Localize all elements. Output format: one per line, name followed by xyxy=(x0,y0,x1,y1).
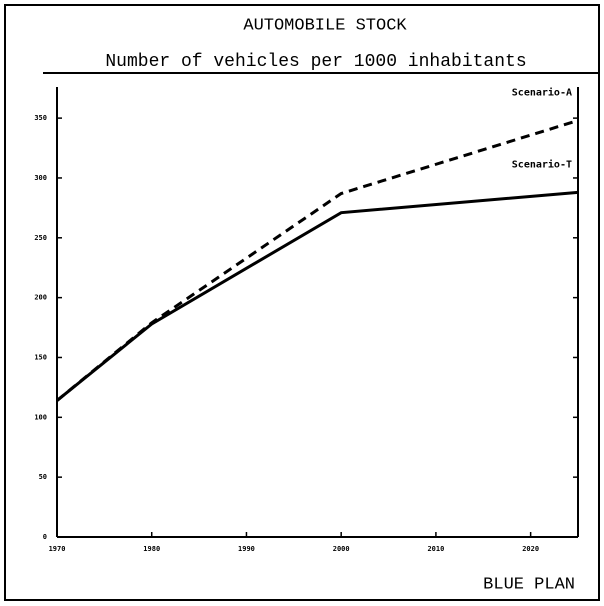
series-label: Scenario-T xyxy=(512,158,572,170)
y-tick-label: 350 xyxy=(34,114,47,122)
y-tick-label: 250 xyxy=(34,234,47,242)
y-tick-label: 200 xyxy=(34,294,47,302)
x-tick-label: 1970 xyxy=(49,545,66,553)
x-tick-label: 1990 xyxy=(238,545,255,553)
x-tick-label: 2020 xyxy=(522,545,539,553)
series-line xyxy=(56,119,579,402)
footer: BLUE PLAN xyxy=(483,575,575,594)
chart-title: AUTOMOBILE STOCK xyxy=(243,16,407,35)
y-tick-label: 100 xyxy=(34,413,47,421)
series-label: Scenario-A xyxy=(512,87,572,99)
x-tick-label: 2010 xyxy=(427,545,444,553)
series-line xyxy=(56,190,579,402)
y-tick-label: 300 xyxy=(34,174,47,182)
y-tick-label: 50 xyxy=(39,473,47,481)
x-tick-label: 2000 xyxy=(333,545,350,553)
y-tick-label: 150 xyxy=(34,353,47,361)
y-tick-label: 0 xyxy=(43,533,47,541)
x-tick-label: 1980 xyxy=(143,545,160,553)
outer-frame xyxy=(4,4,600,601)
chart-subtitle: Number of vehicles per 1000 inhabitants xyxy=(105,52,526,72)
